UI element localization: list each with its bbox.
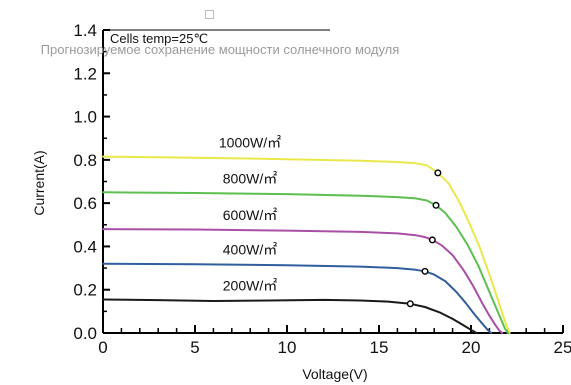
series-label-1: 800W/㎡	[223, 170, 277, 186]
x-tick-label: 0	[98, 338, 107, 357]
series-label-3: 400W/㎡	[223, 242, 277, 258]
image-placeholder-icon	[205, 10, 214, 19]
temperature-note: Cells temp=25℃	[110, 31, 208, 46]
series-line-1	[102, 191, 509, 334]
x-tick-label: 25	[554, 338, 571, 357]
series-line-3	[102, 262, 493, 334]
y-tick-label: 0.6	[73, 194, 97, 213]
series-label-4: 200W/㎡	[223, 277, 277, 293]
series-line-0	[102, 155, 511, 334]
mpp-marker-2	[428, 236, 436, 244]
y-tick-label: 1.0	[73, 108, 97, 127]
mpp-marker-3	[421, 267, 429, 275]
y-tick-label: 1.4	[73, 21, 97, 40]
mpp-marker-0	[434, 169, 442, 177]
series-lines	[102, 155, 511, 334]
mpp-marker-4	[406, 300, 414, 308]
y-tick-label: 0.4	[73, 237, 97, 256]
series-label-2: 600W/㎡	[223, 207, 277, 223]
mpp-marker-1	[432, 201, 440, 209]
y-axis-ticks: 0.0 0.2 0.4 0.6 0.8 1.0 1.2 1.4	[73, 21, 110, 343]
series-label-0: 1000W/㎡	[219, 135, 281, 151]
series-markers	[406, 169, 442, 308]
y-axis-title: Current(A)	[31, 150, 47, 215]
series-line-2	[102, 228, 504, 334]
x-tick-label: 15	[370, 338, 389, 357]
y-tick-label: 0.2	[73, 281, 97, 300]
series-line-4	[102, 298, 478, 334]
x-tick-label: 20	[462, 338, 481, 357]
y-tick-label: 0.8	[73, 151, 97, 170]
x-tick-label: 5	[190, 338, 199, 357]
series-labels: 1000W/㎡ 800W/㎡ 600W/㎡ 400W/㎡ 200W/㎡	[219, 135, 281, 294]
x-tick-label: 10	[278, 338, 297, 357]
y-tick-label: 1.2	[73, 64, 97, 83]
x-axis-ticks: 0 5 10 15 20 25	[98, 325, 571, 357]
x-axis-title: Voltage(V)	[302, 366, 367, 382]
y-tick-label: 0.0	[73, 324, 97, 343]
